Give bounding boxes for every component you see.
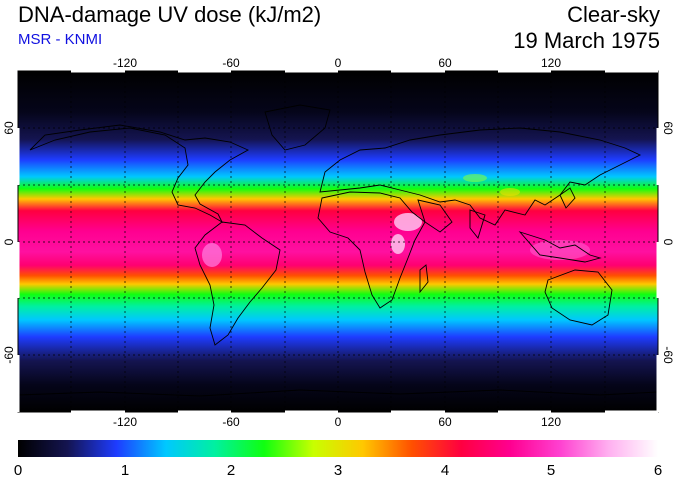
lat-labels-right: 60 0 -60 <box>661 121 675 364</box>
lon-label-top: 0 <box>335 56 342 70</box>
frame-segments <box>16 69 660 414</box>
lon-label-bottom: 60 <box>438 415 452 429</box>
colorbar-labels: 0 1 2 3 4 5 6 <box>14 462 662 479</box>
colorbar-label: 0 <box>14 462 22 479</box>
sky-condition-label: Clear-sky <box>567 2 660 27</box>
source-label: MSR - KNMI <box>18 31 103 48</box>
lat-label-left: -60 <box>2 346 16 364</box>
lon-label-top: -60 <box>222 56 240 70</box>
colorbar-label: 4 <box>441 462 449 479</box>
lon-label-bottom: -120 <box>113 415 137 429</box>
lat-label-right: -60 <box>661 346 675 364</box>
graticule <box>18 71 658 412</box>
lon-label-top: -120 <box>113 56 137 70</box>
uv-hotspots <box>202 174 590 267</box>
colorbar-label: 3 <box>334 462 342 479</box>
colorbar-label: 6 <box>654 462 662 479</box>
colorbar-label: 1 <box>121 462 129 479</box>
lat-label-right: 0 <box>661 239 675 246</box>
colorbar <box>18 440 658 457</box>
lon-labels-bottom: -120 -60 0 60 120 <box>113 415 561 429</box>
lon-labels-top: -120 -60 0 60 120 <box>113 56 561 70</box>
map-title: DNA-damage UV dose (kJ/m2) <box>18 2 322 27</box>
date-label: 19 March 1975 <box>513 28 660 53</box>
lat-label-left: 60 <box>2 121 16 135</box>
colorbar-label: 2 <box>227 462 235 479</box>
colorbar-label: 5 <box>547 462 555 479</box>
lon-label-bottom: 120 <box>541 415 561 429</box>
coastlines <box>18 104 658 397</box>
lat-labels-left: 60 0 -60 <box>2 121 16 364</box>
lat-label-left: 0 <box>2 238 16 245</box>
lon-label-bottom: -60 <box>222 415 240 429</box>
lon-label-top: 60 <box>438 56 452 70</box>
lat-label-right: 60 <box>661 121 675 135</box>
lon-label-top: 120 <box>541 56 561 70</box>
lon-label-bottom: 0 <box>335 415 342 429</box>
